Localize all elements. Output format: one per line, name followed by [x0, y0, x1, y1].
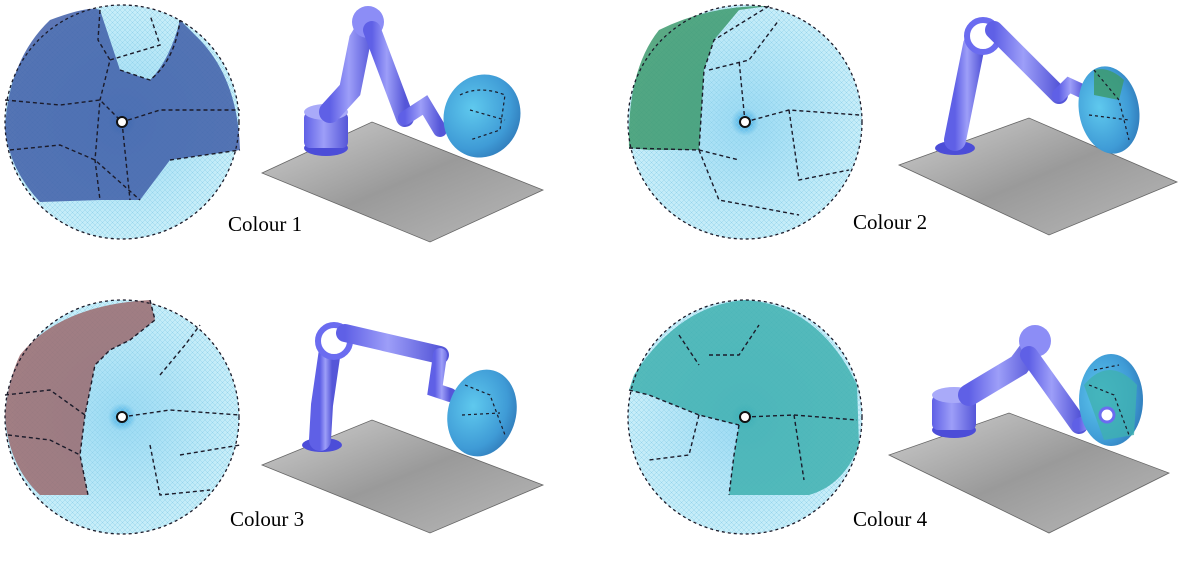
highlight-region	[629, 300, 859, 495]
panel-label: Colour 3	[230, 507, 305, 531]
panel-1-graphic	[4, 4, 545, 243]
panel-4-graphic	[627, 299, 1170, 535]
robot-scene	[887, 325, 1170, 534]
robot-scene	[260, 322, 545, 534]
workspace-sphere	[627, 4, 863, 240]
robot-scene	[261, 6, 545, 243]
panel-colour-4: Colour 4	[589, 295, 1179, 570]
highlight-region	[628, 5, 769, 151]
highlight-region	[5, 300, 155, 495]
panel-colour-1: Colour 1	[0, 0, 590, 275]
panel-colour-3: Colour 3	[0, 295, 590, 570]
workspace-sphere	[4, 299, 241, 535]
panel-label: Colour 4	[853, 507, 928, 531]
panel-colour-2: Colour 2	[589, 0, 1179, 275]
panel-label: Colour 2	[853, 210, 928, 234]
highlight-region	[5, 8, 240, 202]
panel-3-graphic	[4, 299, 545, 535]
panel-2-graphic	[627, 4, 1179, 240]
robot-scene	[897, 17, 1179, 236]
panel-label: Colour 1	[228, 212, 303, 236]
workspace-sphere	[4, 4, 241, 240]
workspace-sphere	[627, 299, 863, 535]
